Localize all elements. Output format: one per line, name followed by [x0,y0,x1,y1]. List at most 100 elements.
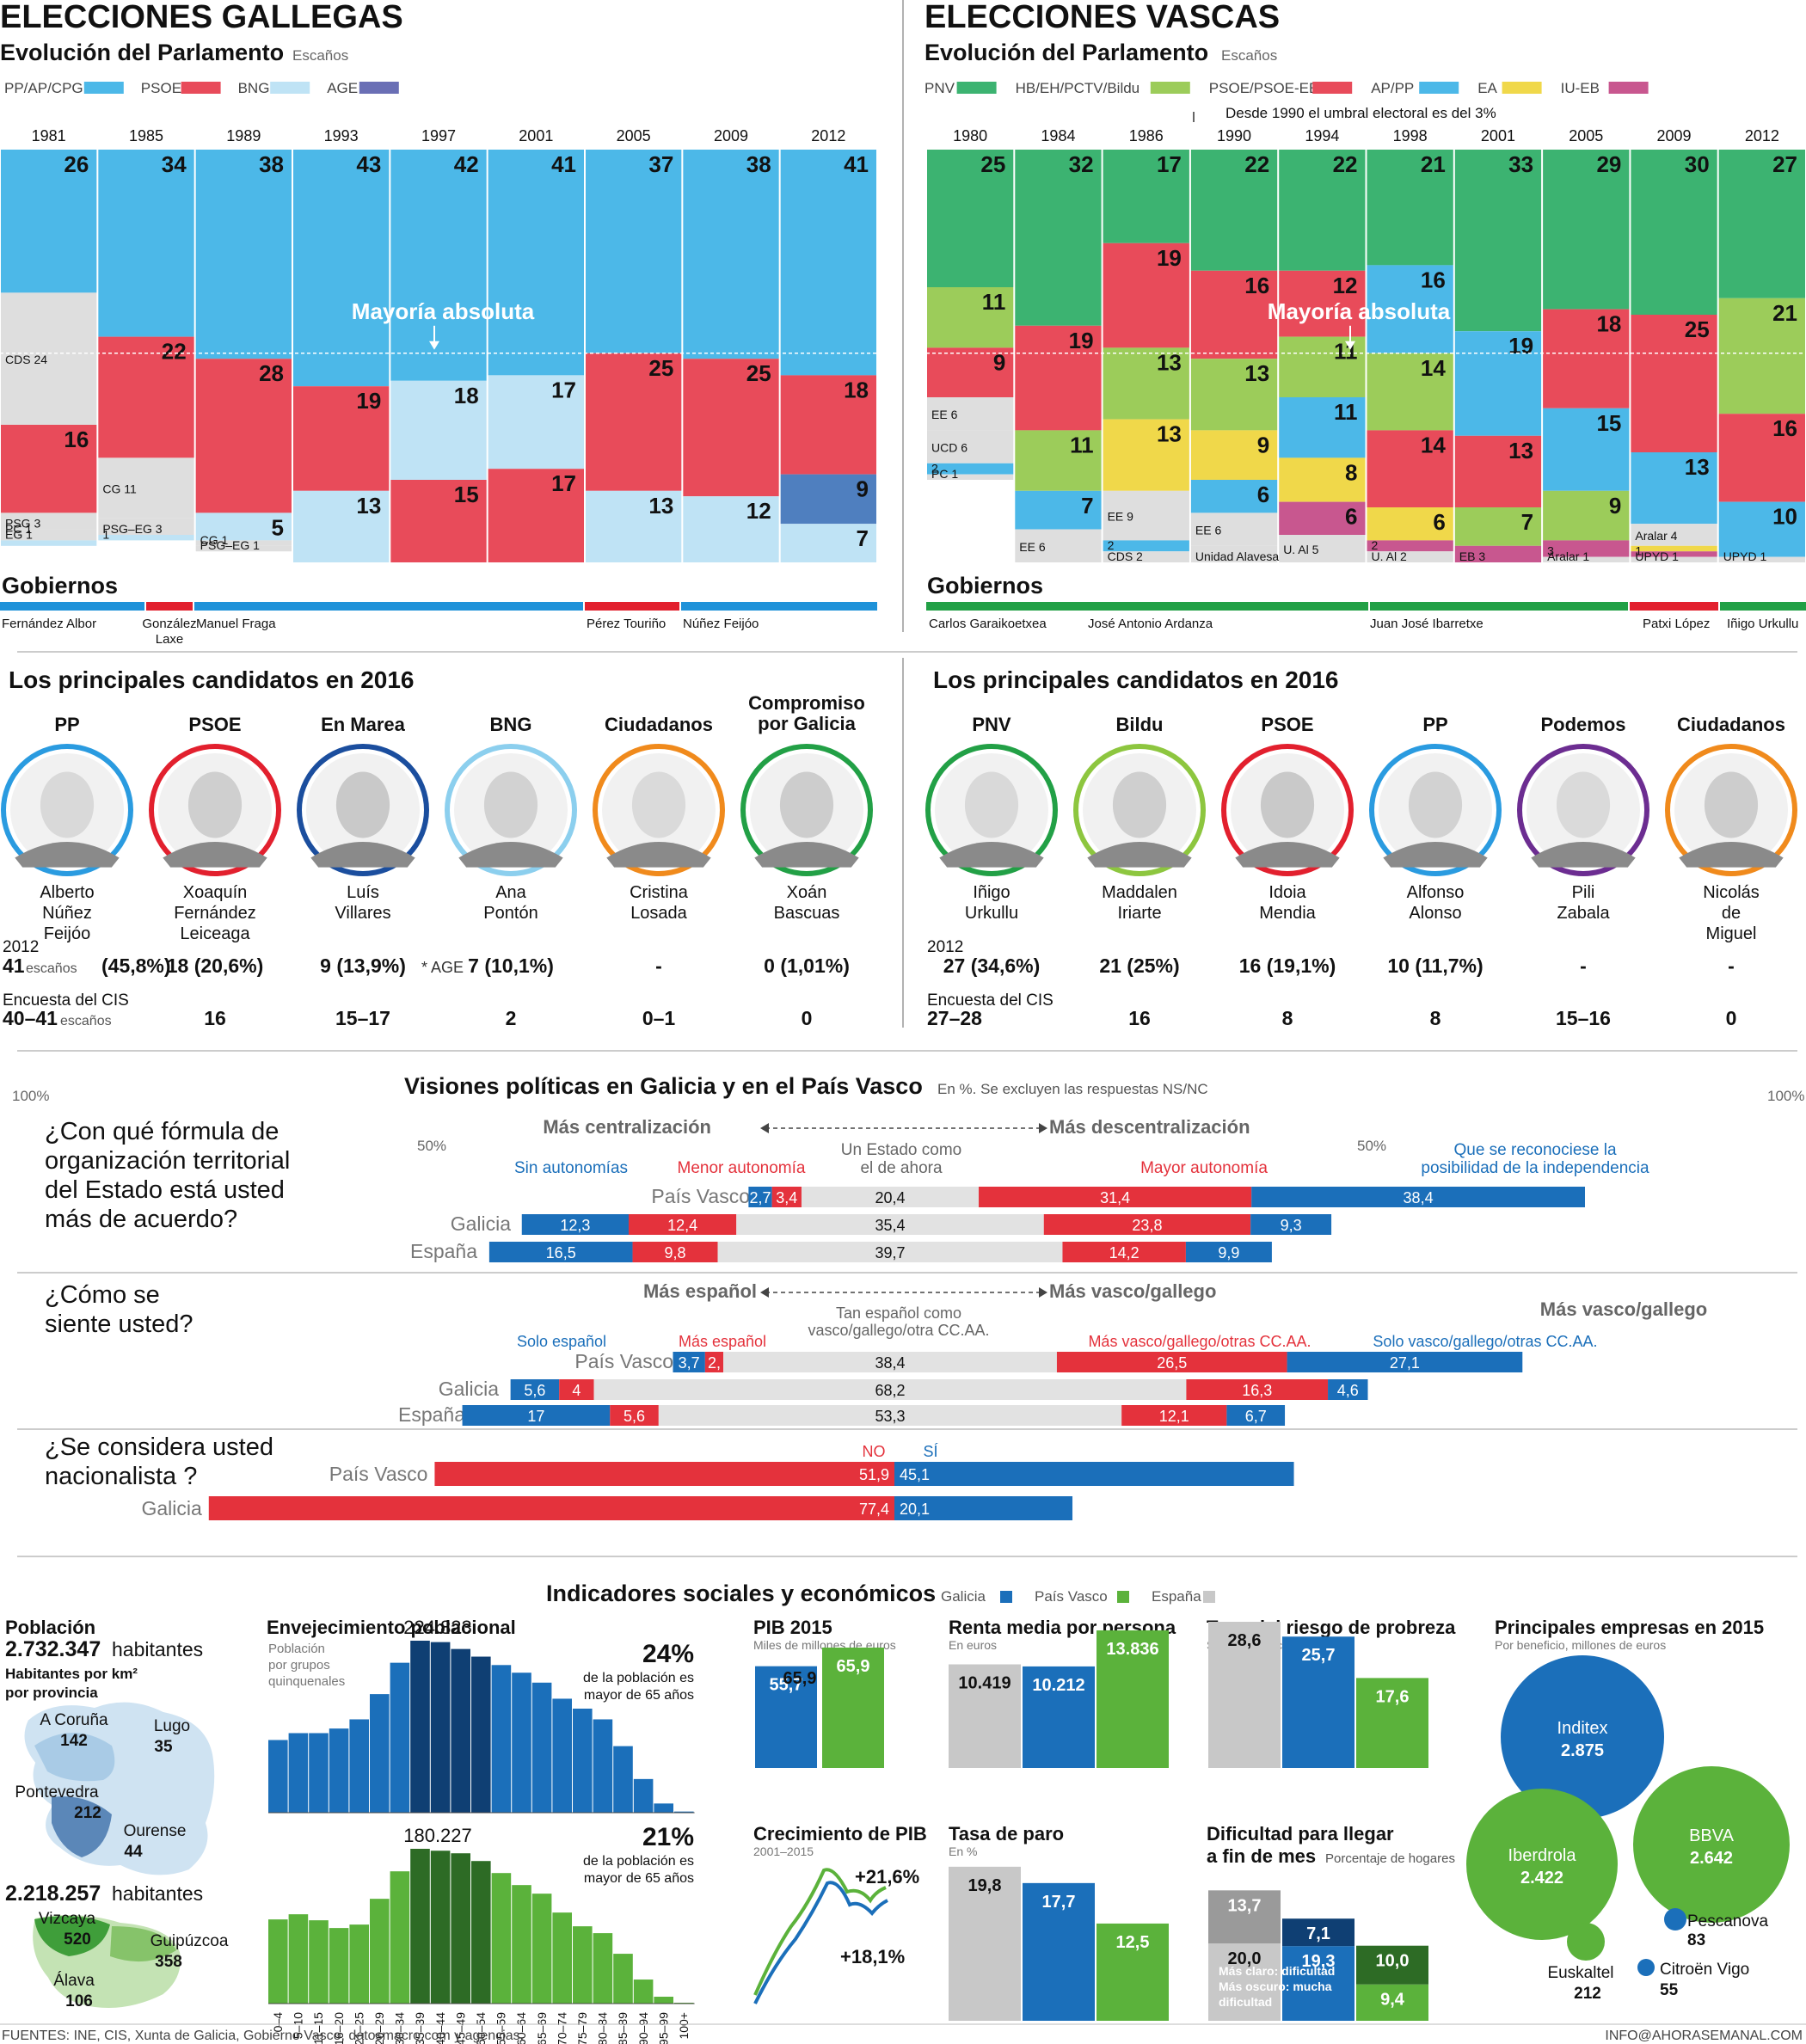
seat-value: EG 1 [5,527,33,541]
government-bar [194,602,583,611]
age-tick: 80–84 [596,2012,610,2044]
legend-swatch [1150,82,1190,94]
seat-value: 25 [746,360,771,386]
age-tick: 65–69 [535,2012,549,2044]
governments-title: Gobiernos [927,573,1043,598]
candidate-2012: 7 (10,1%) [468,954,554,977]
year-label: 2005 [1569,127,1603,144]
candidate-name: Luís [347,883,379,902]
pontevedra-shape [52,1796,112,1857]
indicator-value: 19,8 [968,1876,1002,1895]
region-label: España [410,1240,477,1262]
age-tick: 0–4 [271,2012,285,2033]
opinion-bar [771,1187,802,1207]
seat-segment [390,380,487,480]
category-label: Un Estado como [841,1141,961,1159]
year-label: 1986 [1129,127,1164,144]
category-label: NO [863,1443,886,1460]
candidate-2012: 27 (34,6%) [943,954,1041,977]
company-value: 2.875 [1561,1741,1604,1760]
seat-segment [195,513,292,541]
candidate-shoulders-icon [1531,842,1636,868]
candidate-cis: 0–1 [642,1007,676,1029]
indicator-value: 9,4 [1380,1991,1405,2010]
opinion-value: 12,1 [1159,1408,1189,1425]
opinion-value: 39,7 [875,1244,905,1261]
seat-segment [1190,270,1278,359]
majority-label: Mayoría absoluta [352,298,535,324]
candidate-name: Fernández [174,904,256,923]
age-tick: 21–25 [352,2012,366,2044]
guipuzcoa-shape [110,1926,176,1962]
government-label: Juan José Ibarretxe [1370,617,1484,631]
seat-value: EE 6 [1195,524,1222,537]
indicator-bar [1282,1918,1354,1947]
seat-segment [927,287,1014,348]
candidate-party: En Marea [321,714,406,735]
seat-value: 12 [746,498,771,524]
age-bar [349,1924,369,2004]
candidates-title: Los principales candidatos en 2016 [933,666,1339,693]
candidate-name: Iñigo [973,883,1010,902]
candidate-name: Mendia [1259,904,1316,923]
candidate-name: Villares [335,904,390,923]
age-tick: 50–54 [474,2012,488,2044]
province-value: 142 [60,1732,88,1750]
category-label: el de ahora [860,1159,943,1177]
indicator-value: 12,5 [1116,1933,1150,1952]
scale-arrow-label: Más español [643,1280,757,1302]
candidate-shoulders-icon [1383,842,1488,868]
age-bar [430,1642,451,1813]
opinion-bar [1121,1405,1227,1426]
footer-email: INFO@AHORASEMANAL.COM [1605,2029,1803,2043]
candidate-2012: - [1580,954,1587,977]
indicator-value: 10.419 [958,1674,1010,1693]
seat-value: UPYD 1 [1635,549,1679,563]
opinion-bar [1226,1405,1286,1426]
section-note: En %. Se excluyen las respuestas NS/NC [937,1081,1208,1097]
seat-value: 11 [1070,432,1094,457]
legend-swatch [1117,1591,1129,1603]
age-bar [613,1746,633,1813]
seat-segment [1279,501,1366,535]
scale-arrow-label: Más centralización [543,1116,711,1138]
opinion-value: 3,4 [776,1189,797,1206]
candidate-cis: 16 [1128,1007,1151,1029]
seat-value: 11 [1334,399,1358,425]
candidate-party: Compromiso [748,692,865,714]
seat-segment [1367,551,1453,562]
year-label: 1993 [324,127,359,144]
indicator-bar [755,1666,817,1768]
seat-segment [780,375,876,475]
company-name: Inditex [1557,1719,1608,1738]
indicator-bar [1208,1890,1281,1943]
candidate-shoulders-icon [458,842,563,868]
seat-value: 37 [648,151,673,177]
indicator-bar [1023,1666,1095,1768]
candidate-2012: 10 (11,7%) [1387,954,1483,977]
province-value: 44 [124,1843,143,1861]
candidate-face-icon [1112,771,1167,838]
seat-value: 19 [1069,328,1094,353]
government-label: Patxi López [1643,617,1710,631]
seat-segment [1190,480,1278,513]
chart-title: PIB 2015 [753,1617,832,1638]
age-bar [593,1933,613,2004]
seat-segment [1,535,97,541]
question-text: ¿Con qué fórmula de [45,1118,279,1145]
opinion-bar [1251,1187,1585,1207]
question-text: ¿Cómo se [45,1281,160,1309]
company-value: 55 [1660,1981,1679,1999]
company-bubble [1664,1908,1686,1930]
seat-value: 16 [1421,267,1446,292]
opinion-bar [673,1352,705,1372]
seat-segment [1015,529,1102,562]
question-text: ¿Se considera usted [45,1433,273,1461]
seat-segment [927,347,1014,397]
seat-value: 10 [1772,504,1797,530]
candidate-name: Alberto [40,883,94,902]
candidate-cis: 15–17 [335,1007,390,1029]
candidate-party: PP [54,714,79,735]
company-name: Iberdrola [1508,1846,1577,1865]
